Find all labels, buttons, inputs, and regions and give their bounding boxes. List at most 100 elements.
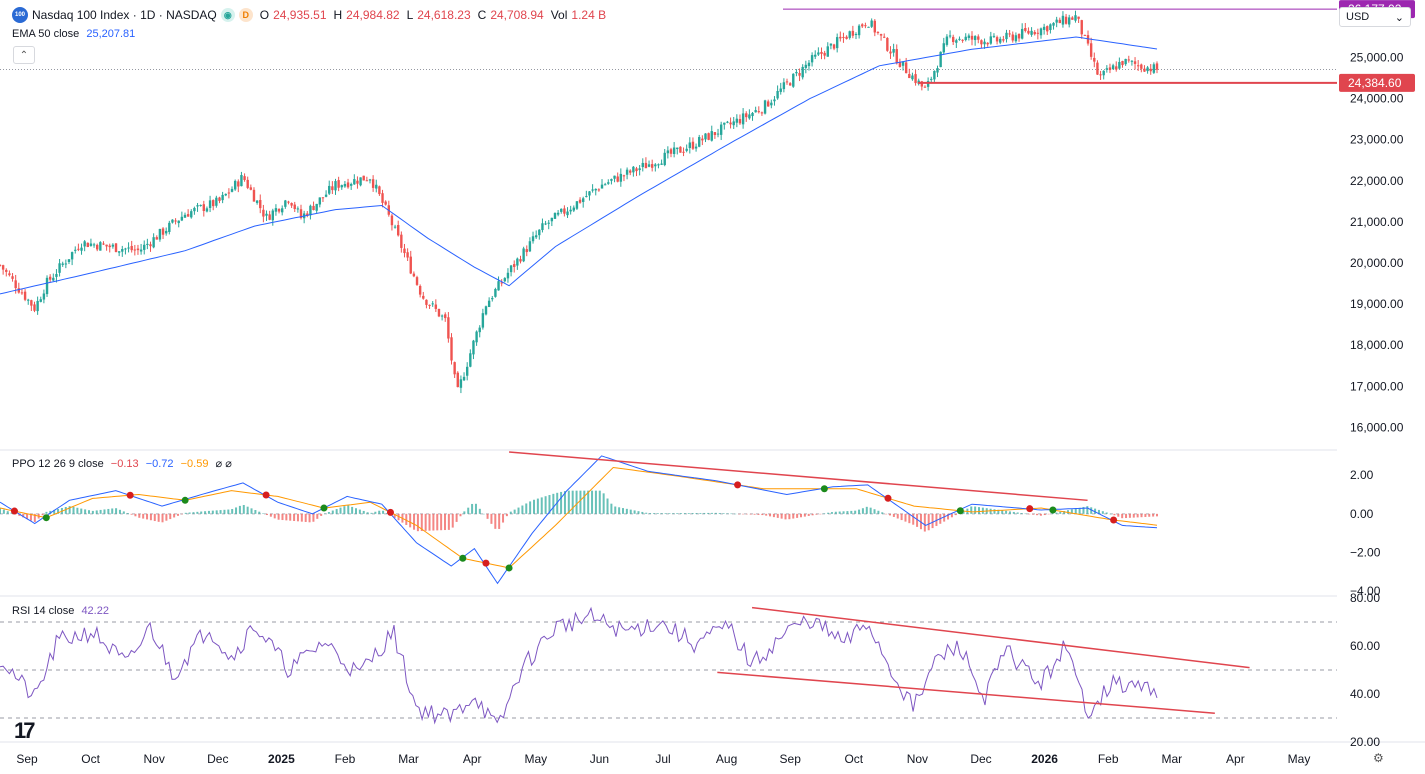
ppo-histogram-bar — [745, 513, 748, 515]
candle-body — [886, 37, 889, 51]
ema-legend[interactable]: EMA 50 close 25,207.81 — [12, 28, 135, 40]
candle-body — [371, 179, 375, 188]
ppo-crossover-dot — [181, 496, 189, 504]
candle-body — [58, 263, 61, 273]
ppo-histogram-bar — [1136, 513, 1139, 518]
candle-body — [74, 249, 77, 251]
data-badge[interactable]: D — [238, 8, 253, 22]
candle-body — [1155, 63, 1159, 70]
candle-body — [895, 49, 898, 64]
candle-body — [246, 179, 249, 188]
settings-icon[interactable]: ⚙ — [1373, 751, 1384, 765]
ppo-histogram-bar — [1144, 513, 1147, 517]
candle-body — [227, 192, 231, 194]
ppo-histogram-bar — [72, 506, 75, 514]
support-price-label-bg — [1339, 73, 1415, 92]
price-axis-tick: 18,000.00 — [1350, 338, 1404, 352]
candle-body — [139, 249, 143, 252]
ppo-histogram-bar — [316, 513, 319, 519]
candle-body — [27, 299, 30, 301]
rsi-axis-tick: 40.00 — [1350, 687, 1380, 701]
ppo-histogram-bar — [923, 513, 926, 532]
collapse-legend-button[interactable]: ⌃ — [13, 46, 35, 64]
candle-body — [958, 38, 961, 40]
candle-body — [870, 20, 873, 27]
candle-body — [889, 51, 892, 54]
candle-body — [1130, 60, 1134, 62]
ppo-histogram-bar — [846, 511, 849, 514]
ppo-histogram-bar — [676, 513, 679, 514]
rsi-axis-tick: 80.00 — [1350, 591, 1380, 605]
candle-body — [337, 180, 340, 188]
ppo-histogram-bar — [637, 511, 640, 514]
ppo-crossover-dot — [820, 485, 828, 493]
ppo-histogram-bar — [625, 508, 628, 514]
candle-body — [1061, 15, 1065, 25]
ppo-histogram-bar — [811, 513, 814, 516]
candle-body — [199, 204, 202, 206]
candle-body — [986, 42, 989, 45]
market-status-icon[interactable]: ◉ — [220, 8, 235, 22]
candle-body — [186, 214, 190, 217]
ppo-histogram-bar — [177, 513, 179, 516]
candle-body — [585, 196, 588, 198]
ppo-line — [0, 455, 1158, 585]
ppo-histogram-bar — [498, 513, 501, 529]
ppo-histogram-bar — [854, 510, 857, 514]
close-value: 24,708.94 — [490, 8, 544, 22]
ppo-histogram-bar — [544, 496, 547, 514]
candle-body — [164, 230, 168, 234]
candle-body — [353, 179, 356, 185]
candle-body — [1093, 57, 1096, 62]
candle-body — [616, 176, 619, 182]
candle-body — [5, 269, 8, 272]
ppo-histogram-bar — [285, 513, 288, 521]
currency-select[interactable]: USD ⌄ — [1339, 7, 1411, 27]
candle-body — [528, 241, 532, 252]
candle-body — [1033, 31, 1036, 35]
candle-body — [672, 147, 676, 155]
ppo-axis-tick: −4.00 — [1350, 584, 1381, 598]
candle-body — [710, 131, 713, 141]
candle-body — [343, 184, 347, 187]
candle-body — [754, 110, 757, 113]
candle-body — [1099, 74, 1102, 76]
ppo-hist-value: −0.13 — [110, 458, 139, 470]
candle-body — [926, 81, 930, 87]
candle-body — [848, 31, 851, 38]
candle-body — [810, 55, 814, 63]
candle-body — [898, 62, 902, 67]
ppo-histogram-bar — [235, 507, 238, 514]
candle-body — [346, 182, 350, 188]
candle-body — [738, 119, 742, 124]
candle-body — [541, 223, 544, 231]
symbol-title[interactable]: Nasdaq 100 Index · 1D · NASDAQ — [32, 8, 217, 22]
candle-body — [390, 215, 394, 226]
ppo-legend[interactable]: PPO 12 26 9 close −0.13 −0.72 −0.59 ⌀ ⌀ — [12, 457, 232, 470]
candle-body — [1030, 30, 1033, 35]
candle-body — [516, 258, 519, 266]
ppo-histogram-bar — [122, 511, 125, 514]
candle-body — [271, 210, 274, 221]
candle-body — [939, 51, 942, 68]
candle-body — [688, 142, 692, 149]
candle-body — [923, 86, 927, 88]
ppo-histogram-bar — [478, 508, 481, 514]
ppo-histogram-bar — [769, 513, 772, 517]
candle-body — [42, 293, 46, 300]
ppo-histogram-bar — [266, 513, 268, 516]
candle-body — [459, 379, 463, 388]
candle-body — [33, 304, 36, 311]
ppo-histogram-bar — [529, 501, 532, 514]
ppo-histogram-bar — [296, 513, 299, 522]
candle-body — [854, 33, 858, 35]
ppo-histogram-bar — [1082, 506, 1085, 514]
ppo-histogram-bar — [765, 513, 768, 516]
candle-body — [478, 327, 481, 333]
ppo-histogram-bar — [652, 513, 655, 514]
rsi-legend[interactable]: RSI 14 close 42.22 — [12, 605, 109, 617]
high-value: 24,984.82 — [346, 8, 400, 22]
ppo-histogram-bar — [943, 513, 946, 522]
candle-body — [951, 36, 955, 43]
